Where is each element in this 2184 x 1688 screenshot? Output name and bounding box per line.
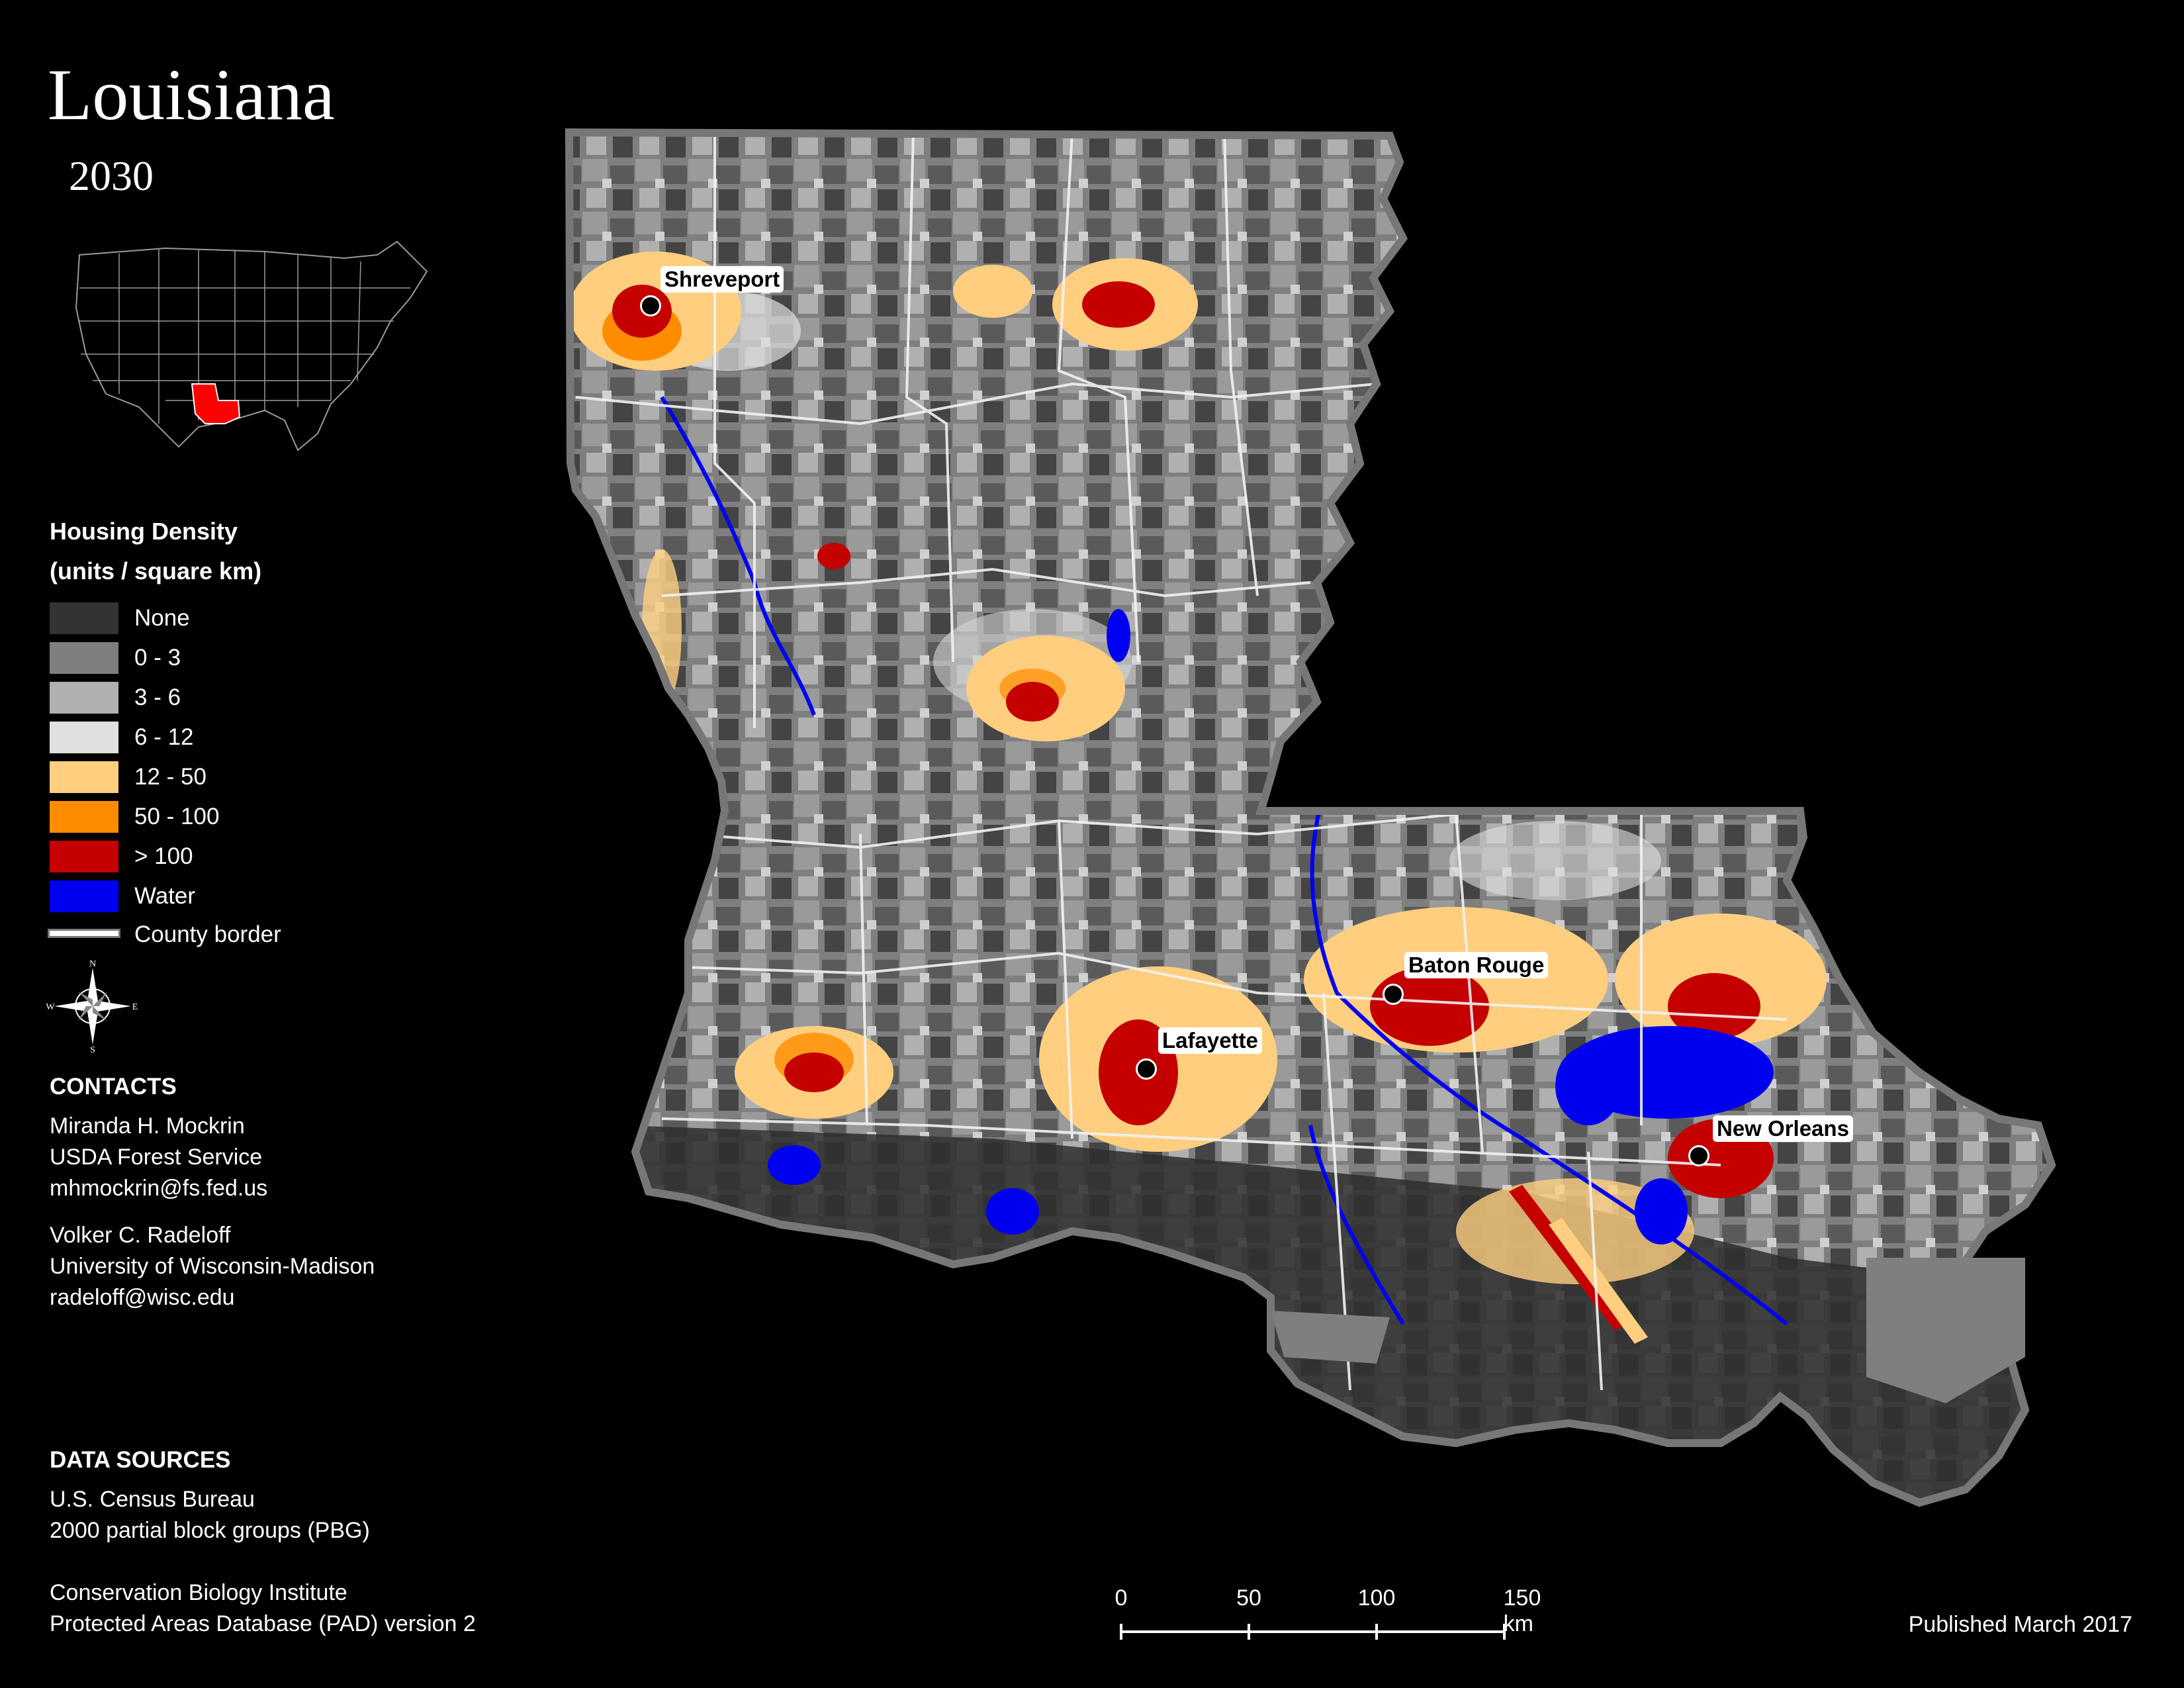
map-title: Louisiana	[48, 54, 335, 135]
data-source-line: Protected Areas Database (PAD) version 2	[50, 1611, 476, 1636]
legend-units: (units / square km)	[50, 557, 262, 585]
city-label-lafayette: Lafayette	[1158, 1027, 1262, 1054]
city-marker-shreveport	[640, 295, 661, 316]
city-label-shreveport: Shreveport	[660, 266, 784, 293]
contact-org: University of Wisconsin-Madison	[50, 1254, 375, 1279]
legend-label: 0 - 3	[134, 645, 181, 671]
legend-label: 12 - 50	[134, 764, 206, 790]
legend-label: > 100	[134, 843, 193, 869]
compass-e: E	[132, 1002, 138, 1012]
contact-email[interactable]: mhmockrin@fs.fed.us	[50, 1176, 268, 1201]
data-source-line: Conservation Biology Institute	[50, 1580, 347, 1605]
legend-swatch	[50, 642, 118, 674]
county-border-swatch	[50, 919, 118, 951]
legend-label: Water	[134, 883, 196, 909]
legend-swatch	[50, 682, 118, 714]
compass-rose-icon: N S E W	[46, 960, 138, 1053]
scale-bar-line	[1120, 1624, 1506, 1640]
legend-item-100-plus: > 100	[50, 841, 193, 872]
legend-item-6-12: 6 - 12	[50, 722, 194, 753]
legend-item-3-6: 3 - 6	[50, 682, 181, 714]
contact-org: USDA Forest Service	[50, 1145, 263, 1170]
compass-s: S	[90, 1045, 95, 1053]
legend-item-water: Water	[50, 880, 195, 912]
legend-swatch	[50, 801, 118, 833]
data-source-1: U.S. Census Bureau 2000 partial block gr…	[50, 1484, 370, 1546]
contacts-heading: CONTACTS	[50, 1074, 177, 1100]
map-subtitle: 2030	[69, 152, 154, 199]
data-source-line: U.S. Census Bureau	[50, 1487, 255, 1512]
louisiana-highlight	[191, 383, 241, 424]
legend-label: County border	[134, 921, 281, 947]
city-marker-new-orleans	[1688, 1145, 1709, 1166]
compass-n: N	[89, 960, 96, 969]
contact-name: Miranda H. Mockrin	[50, 1113, 245, 1139]
legend-swatch	[50, 880, 118, 912]
legend-label: 3 - 6	[134, 684, 181, 710]
city-label-baton-rouge: Baton Rouge	[1404, 952, 1549, 978]
legend-label: 50 - 100	[134, 804, 220, 829]
legend-item-0-3: 0 - 3	[50, 642, 181, 674]
published-date: Published March 2017	[1908, 1612, 2132, 1637]
legend-label: None	[134, 605, 190, 631]
legend-item-50-100: 50 - 100	[50, 801, 219, 833]
legend-item-none: None	[50, 602, 190, 634]
legend-swatch	[50, 602, 118, 634]
compass-w: W	[46, 1002, 55, 1012]
contact-1: Miranda H. Mockrin USDA Forest Service m…	[50, 1111, 267, 1204]
legend-item-county-border: County border	[50, 919, 281, 951]
legend-label: 6 - 12	[134, 724, 194, 750]
city-marker-baton-rouge	[1383, 984, 1404, 1005]
scale-tick-50: 50	[1236, 1585, 1261, 1611]
legend-item-12-50: 12 - 50	[50, 761, 206, 793]
legend-swatch	[50, 761, 118, 793]
scale-tick-150: 150 km	[1503, 1585, 1541, 1636]
city-marker-lafayette	[1136, 1058, 1157, 1080]
scale-tick-0: 0	[1115, 1585, 1128, 1611]
data-sources-heading: DATA SOURCES	[50, 1447, 231, 1473]
legend-swatch	[50, 722, 118, 753]
data-source-line: 2000 partial block groups (PBG)	[50, 1518, 370, 1543]
legend-swatch	[50, 841, 118, 872]
legend-title: Housing Density	[50, 518, 238, 545]
scale-bar: 0 50 100 150 km	[1115, 1585, 1541, 1645]
contact-email[interactable]: radeloff@wisc.edu	[50, 1285, 235, 1310]
us-inset-map	[75, 240, 428, 451]
scale-tick-100: 100	[1357, 1585, 1396, 1611]
city-label-new-orleans: New Orleans	[1713, 1115, 1853, 1142]
contact-2: Volker C. Radeloff University of Wiscons…	[50, 1220, 375, 1313]
data-source-2: Conservation Biology Institute Protected…	[50, 1577, 476, 1640]
contact-name: Volker C. Radeloff	[50, 1223, 231, 1248]
